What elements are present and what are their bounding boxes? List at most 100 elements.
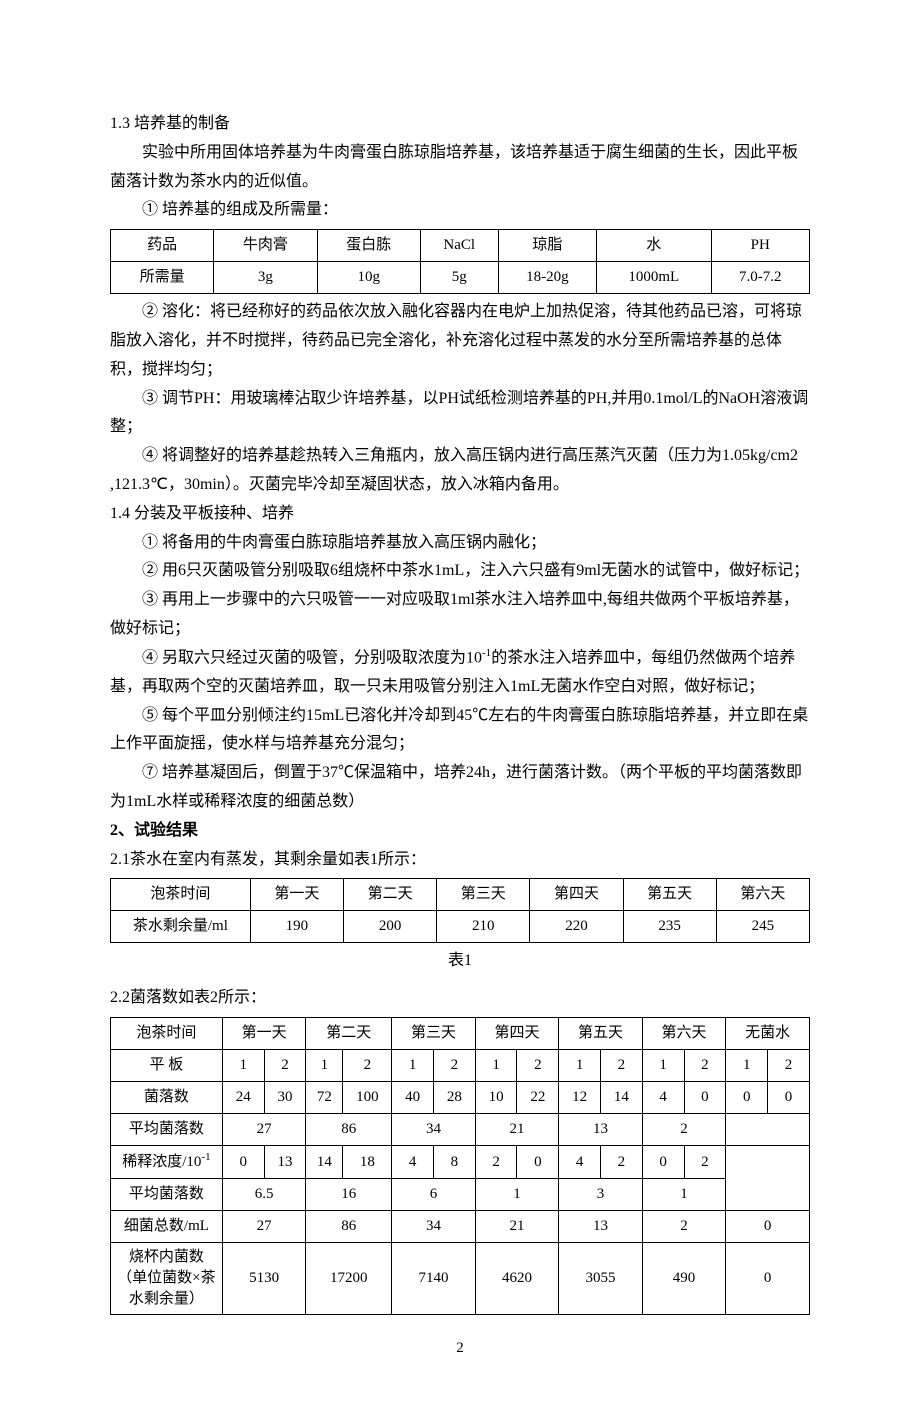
cell: 3g bbox=[214, 262, 317, 294]
section-1-4-title: 1.4 分装及平板接种、培养 bbox=[110, 500, 810, 529]
cell: 平均菌落数 bbox=[111, 1114, 223, 1146]
cell: 2 bbox=[343, 1050, 392, 1082]
cell: NaCl bbox=[420, 230, 498, 262]
cell: 第三天 bbox=[437, 879, 530, 911]
cell: 所需量 bbox=[111, 262, 214, 294]
cell: 稀释浓度/10-1 bbox=[111, 1146, 223, 1179]
cell: 第一天 bbox=[250, 879, 343, 911]
cell: 13 bbox=[559, 1211, 643, 1243]
cell: 235 bbox=[623, 911, 716, 943]
table-row: 平均菌落数 6.5 16 6 1 3 1 bbox=[111, 1179, 810, 1211]
table-row: 所需量 3g 10g 5g 18-20g 1000mL 7.0-7.2 bbox=[111, 262, 810, 294]
section-2-title: 2、试验结果 bbox=[110, 817, 810, 846]
cell: 24 bbox=[222, 1082, 264, 1114]
table-2: 泡茶时间 第一天 第二天 第三天 第四天 第五天 第六天 无菌水 平 板 1 2… bbox=[110, 1017, 810, 1315]
cell: 牛肉膏 bbox=[214, 230, 317, 262]
cell: 27 bbox=[222, 1211, 306, 1243]
cell: 86 bbox=[306, 1211, 392, 1243]
cell: 2 bbox=[517, 1050, 559, 1082]
cell: 平均菌落数 bbox=[111, 1179, 223, 1211]
cell: 无菌水 bbox=[726, 1018, 810, 1050]
cell: 4620 bbox=[475, 1243, 559, 1315]
cell: 水 bbox=[597, 230, 711, 262]
cell: 第六天 bbox=[642, 1018, 726, 1050]
cell: 2 bbox=[601, 1050, 643, 1082]
table-row: 泡茶时间 第一天 第二天 第三天 第四天 第五天 第六天 无菌水 bbox=[111, 1018, 810, 1050]
table-row: 烧杯内菌数（单位菌数×茶水剩余量） 5130 17200 7140 4620 3… bbox=[111, 1243, 810, 1315]
s14-step-1: ① 将备用的牛肉膏蛋白胨琼脂培养基放入高压锅内融化； bbox=[110, 529, 810, 558]
cell: 21 bbox=[475, 1211, 559, 1243]
cell: 12 bbox=[559, 1082, 601, 1114]
cell: 18-20g bbox=[498, 262, 596, 294]
cell: 第五天 bbox=[559, 1018, 643, 1050]
cell: 2 bbox=[684, 1050, 726, 1082]
table-1: 泡茶时间 第一天 第二天 第三天 第四天 第五天 第六天 茶水剩余量/ml 19… bbox=[110, 878, 810, 943]
cell: 2 bbox=[642, 1211, 726, 1243]
cell: 4 bbox=[559, 1146, 601, 1179]
cell: 3055 bbox=[559, 1243, 643, 1315]
cell: 1000mL bbox=[597, 262, 711, 294]
table-1-caption: 表1 bbox=[110, 947, 810, 976]
cell: 2 bbox=[433, 1050, 475, 1082]
table-row: 平 板 1 2 1 2 1 2 1 2 1 2 1 2 1 2 bbox=[111, 1050, 810, 1082]
superscript: -1 bbox=[482, 647, 491, 659]
cell: 40 bbox=[392, 1082, 434, 1114]
table-row: 泡茶时间 第一天 第二天 第三天 第四天 第五天 第六天 bbox=[111, 879, 810, 911]
cell: 2 bbox=[684, 1146, 726, 1179]
cell: 10g bbox=[317, 262, 420, 294]
step-3-ph: ③ 调节PH：用玻璃棒沾取少许培养基，以PH试纸检测培养基的PH,并用0.1mo… bbox=[110, 385, 810, 443]
result-2-1: 2.1茶水在室内有蒸发，其剩余量如表1所示： bbox=[110, 846, 810, 875]
cell: 21 bbox=[475, 1114, 559, 1146]
s14-step-3: ③ 再用上一步骤中的六只吸管一一对应吸取1ml茶水注入培养皿中,每组共做两个平板… bbox=[110, 586, 810, 644]
composition-label: ① 培养基的组成及所需量： bbox=[110, 196, 810, 225]
cell: 28 bbox=[433, 1082, 475, 1114]
cell: 72 bbox=[306, 1082, 343, 1114]
cell: 13 bbox=[559, 1114, 643, 1146]
cell: 190 bbox=[250, 911, 343, 943]
cell: 第六天 bbox=[716, 879, 809, 911]
result-2-2: 2.2菌落数如表2所示： bbox=[110, 984, 810, 1013]
cell: 4 bbox=[392, 1146, 434, 1179]
cell bbox=[726, 1146, 810, 1211]
cell: 5130 bbox=[222, 1243, 306, 1315]
cell: 10 bbox=[475, 1082, 517, 1114]
cell: 86 bbox=[306, 1114, 392, 1146]
cell: 蛋白胨 bbox=[317, 230, 420, 262]
s14-step-4: ④ 另取六只经过灭菌的吸管，分别吸取浓度为10-1的茶水注入培养皿中，每组仍然做… bbox=[110, 644, 810, 702]
cell: 第四天 bbox=[530, 879, 623, 911]
cell: 17200 bbox=[306, 1243, 392, 1315]
cell: 34 bbox=[392, 1114, 476, 1146]
step-2-dissolve: ② 溶化：将已经称好的药品依次放入融化容器内在电炉上加热促溶，待其他药品已溶，可… bbox=[110, 298, 810, 384]
cell: 30 bbox=[264, 1082, 306, 1114]
dilution-label: 稀释浓度/10 bbox=[122, 1154, 201, 1170]
cell: 1 bbox=[222, 1050, 264, 1082]
cell: 13 bbox=[264, 1146, 306, 1179]
cell: 490 bbox=[642, 1243, 726, 1315]
composition-table: 药品 牛肉膏 蛋白胨 NaCl 琼脂 水 PH 所需量 3g 10g 5g 18… bbox=[110, 229, 810, 294]
cell: 2 bbox=[642, 1114, 726, 1146]
table-row: 细菌总数/mL 27 86 34 21 13 2 0 bbox=[111, 1211, 810, 1243]
superscript: -1 bbox=[201, 1151, 210, 1163]
table-row: 药品 牛肉膏 蛋白胨 NaCl 琼脂 水 PH bbox=[111, 230, 810, 262]
cell: 18 bbox=[343, 1146, 392, 1179]
cell: 2 bbox=[264, 1050, 306, 1082]
s14-step-5: ⑤ 每个平皿分别倾注约15mL已溶化并冷却到45℃左右的牛肉膏蛋白胨琼脂培养基，… bbox=[110, 702, 810, 760]
cell: 0 bbox=[517, 1146, 559, 1179]
page-number: 2 bbox=[110, 1335, 810, 1362]
cell: 1 bbox=[642, 1050, 684, 1082]
cell: 第一天 bbox=[222, 1018, 306, 1050]
cell: 琼脂 bbox=[498, 230, 596, 262]
table-row: 菌落数 24 30 72 100 40 28 10 22 12 14 4 0 0… bbox=[111, 1082, 810, 1114]
cell: 34 bbox=[392, 1211, 476, 1243]
cell: 14 bbox=[306, 1146, 343, 1179]
cell: 0 bbox=[642, 1146, 684, 1179]
cell: 1 bbox=[726, 1050, 768, 1082]
cell: 2 bbox=[768, 1050, 810, 1082]
cell: 第二天 bbox=[306, 1018, 392, 1050]
cell: 第五天 bbox=[623, 879, 716, 911]
cell: PH bbox=[711, 230, 810, 262]
s14-4a: ④ 另取六只经过灭菌的吸管，分别吸取浓度为10 bbox=[142, 649, 482, 666]
cell: 烧杯内菌数（单位菌数×茶水剩余量） bbox=[111, 1243, 223, 1315]
cell: 1 bbox=[392, 1050, 434, 1082]
cell: 0 bbox=[726, 1082, 768, 1114]
